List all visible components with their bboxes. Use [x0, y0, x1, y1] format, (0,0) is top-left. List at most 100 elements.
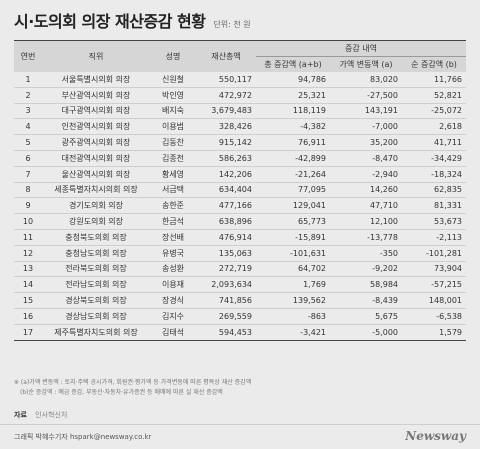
footer: 그래픽 박혜수기자 hspark@newsway.co.kr Newsway: [0, 424, 480, 449]
source-value: 인사혁신처: [35, 411, 68, 419]
cell-price-change: 143,191: [330, 103, 402, 120]
table-row: 3 대구광역시의회 의장 배지숙 3,679,483 118,119 143,191 -25…: [14, 103, 467, 120]
cell-net-change: 62,835: [402, 182, 467, 199]
cell-net-change: -6,538: [402, 308, 467, 325]
table-row: 15 경상북도의회 의장 장경식 741,856 139,562 -8,439 148,00…: [14, 292, 467, 309]
table-row: 5 광주광역시의회 의장 김동찬 915,142 76,911 35,200 41,711: [14, 134, 467, 151]
cell-total-change: 64,702: [256, 261, 330, 278]
cell-no: 2: [14, 87, 42, 104]
header-change-group: 증감 내역: [256, 40, 467, 57]
cell-total: 634,404: [196, 182, 256, 199]
cell-name: 송성환: [150, 261, 196, 278]
cell-position: 부산광역시의회 의장: [42, 87, 150, 104]
cell-total-change: 139,562: [256, 292, 330, 309]
table-row: 12 충청남도의회 의장 유병국 135,063 -101,631 -350 -101,28…: [14, 245, 467, 262]
cell-net-change: 148,001: [402, 292, 467, 309]
asset-table: 연번 직위 성명 재산총액 증감 내역 총 증감액 (a+b) 가액 변동액 (…: [14, 40, 467, 341]
header-name: 성명: [150, 40, 196, 72]
cell-total-change: 94,786: [256, 72, 330, 88]
cell-total: 594,453: [196, 324, 256, 341]
cell-net-change: -57,215: [402, 276, 467, 294]
cell-name: 송한준: [150, 197, 196, 215]
notes: ※ (a)가액 변동액 : 토지·주택 공시가격, 회원권·평가액 등 가격변동…: [14, 378, 251, 398]
cell-position: 인천광역시의회 의장: [42, 118, 150, 136]
cell-name: 한금석: [150, 213, 196, 230]
cell-total-change: 118,119: [256, 103, 330, 120]
table-row: 7 울산광역시의회 의장 황세영 142,206 -21,264 -2,940 -18,32…: [14, 166, 467, 183]
cell-position: 대구광역시의회 의장: [42, 103, 150, 120]
table-row: 11 충청북도의회 의장 장선배 476,914 -15,891 -13,778 -2,11…: [14, 229, 467, 246]
cell-net-change: -18,324: [402, 166, 467, 183]
table-row: 17 제주특별자치도의회 의장 김태석 594,453 -3,421 -5,000 1,57…: [14, 324, 467, 341]
cell-total: 2,093,634: [196, 276, 256, 294]
cell-total-change: 76,911: [256, 134, 330, 151]
table-row: 4 인천광역시의회 의장 이용범 328,426 -4,382 -7,000 2,618: [14, 118, 467, 136]
cell-position: 경상남도의회 의장: [42, 308, 150, 325]
cell-total-change: -42,899: [256, 150, 330, 167]
cell-position: 울산광역시의회 의장: [42, 166, 150, 183]
cell-total: 638,896: [196, 213, 256, 230]
cell-price-change: 5,675: [330, 308, 402, 325]
cell-price-change: -8,439: [330, 292, 402, 309]
cell-total-change: -4,382: [256, 118, 330, 136]
source-label: 자료: [14, 411, 27, 419]
cell-total: 476,914: [196, 229, 256, 246]
cell-position: 서울특별시의회 의장: [42, 72, 150, 88]
cell-price-change: -9,202: [330, 261, 402, 278]
cell-total-change: 77,095: [256, 182, 330, 199]
cell-no: 15: [14, 292, 42, 309]
cell-total: 142,206: [196, 166, 256, 183]
cell-total-change: 1,769: [256, 276, 330, 294]
cell-total: 472,972: [196, 87, 256, 104]
cell-net-change: 52,821: [402, 87, 467, 104]
brand-logo: Newsway: [405, 429, 466, 443]
cell-total-change: 65,773: [256, 213, 330, 230]
cell-name: 김지수: [150, 308, 196, 325]
cell-position: 광주광역시의회 의장: [42, 134, 150, 151]
cell-position: 경기도의회 의장: [42, 197, 150, 215]
cell-no: 9: [14, 197, 42, 215]
cell-net-change: -2,113: [402, 229, 467, 246]
cell-price-change: 12,100: [330, 213, 402, 230]
cell-name: 장경식: [150, 292, 196, 309]
cell-no: 3: [14, 103, 42, 120]
cell-name: 장선배: [150, 229, 196, 246]
cell-net-change: 73,904: [402, 261, 467, 278]
cell-price-change: -8,470: [330, 150, 402, 167]
header-position: 직위: [42, 40, 150, 72]
cell-net-change: 81,331: [402, 197, 467, 215]
cell-total: 3,679,483: [196, 103, 256, 120]
cell-name: 신원철: [150, 72, 196, 88]
cell-position: 대전광역시의회 의장: [42, 150, 150, 167]
cell-name: 서금택: [150, 182, 196, 199]
cell-name: 김태석: [150, 324, 196, 341]
cell-position: 충청북도의회 의장: [42, 229, 150, 246]
cell-price-change: -27,500: [330, 87, 402, 104]
cell-total-change: -21,264: [256, 166, 330, 183]
cell-price-change: -7,000: [330, 118, 402, 136]
cell-total-change: 25,321: [256, 87, 330, 104]
cell-no: 13: [14, 261, 42, 278]
table-row: 13 전라북도의회 의장 송성환 272,719 64,702 -9,202 73,904: [14, 261, 467, 278]
table-row: 1 서울특별시의회 의장 신원철 550,117 94,786 83,020 11,766: [14, 72, 467, 88]
cell-position: 전라남도의회 의장: [42, 276, 150, 294]
header-no: 연번: [14, 40, 42, 72]
cell-total-change: 129,041: [256, 197, 330, 215]
cell-position: 세종특별자치시의회 의장: [42, 182, 150, 199]
cell-total: 269,559: [196, 308, 256, 325]
cell-total: 135,063: [196, 245, 256, 262]
table-row: 16 경상남도의회 의장 김지수 269,559 -863 5,675 -6,538: [14, 308, 467, 325]
cell-no: 5: [14, 134, 42, 151]
table-row: 9 경기도의회 의장 송한준 477,166 129,041 47,710 81,331: [14, 197, 467, 215]
title-row: 시·도의회 의장 재산증감 현황 단위: 천 원: [14, 8, 251, 31]
source: 자료 인사혁신처: [14, 410, 67, 420]
cell-no: 4: [14, 118, 42, 136]
cell-no: 8: [14, 182, 42, 199]
cell-price-change: -2,940: [330, 166, 402, 183]
cell-position: 제주특별자치도의회 의장: [42, 324, 150, 341]
cell-no: 11: [14, 229, 42, 246]
cell-no: 7: [14, 166, 42, 183]
cell-net-change: -25,072: [402, 103, 467, 120]
cell-name: 이용재: [150, 276, 196, 294]
cell-total: 272,719: [196, 261, 256, 278]
